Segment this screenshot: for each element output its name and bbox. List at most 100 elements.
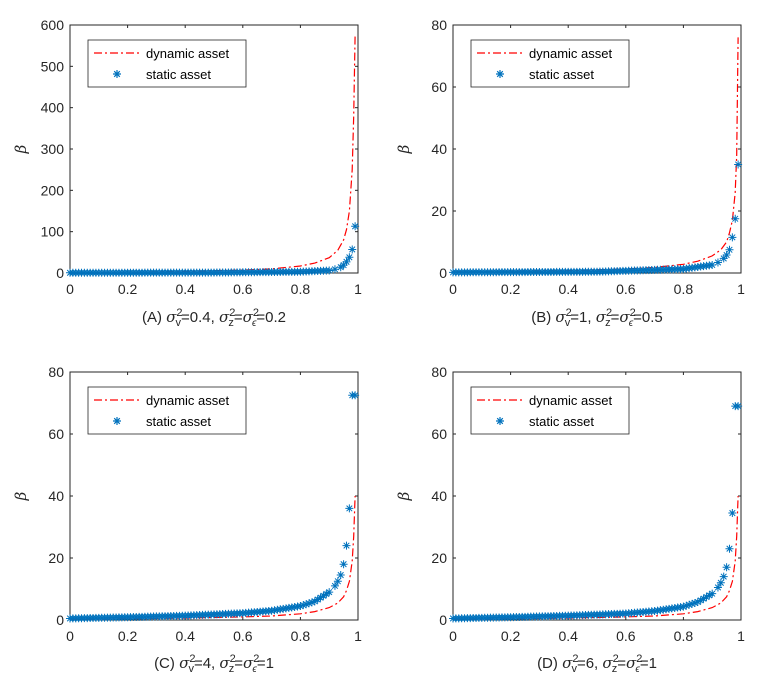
legend: dynamic asset static asset	[87, 39, 247, 88]
static-asset-point	[313, 595, 322, 604]
y-tick-label: 60	[431, 426, 447, 442]
static-asset-markers	[449, 160, 743, 277]
static-asset-markers	[66, 391, 360, 623]
static-asset-point	[682, 601, 691, 610]
static-asset-point	[345, 253, 354, 262]
static-asset-point	[685, 600, 694, 609]
static-asset-point	[322, 589, 331, 598]
x-tick-label: 0.4	[558, 628, 578, 644]
static-asset-point	[679, 602, 688, 611]
x-tick-label: 1	[737, 281, 745, 297]
legend-dynamic-label: dynamic asset	[146, 46, 229, 61]
static-asset-point	[728, 509, 737, 518]
panel-b: 0 0.2 0.4 0.6 0.8 1 0 20 40 60 80 β (B) σ2 v=1, σ2 z=σ…	[395, 17, 745, 329]
static-asset-point	[339, 261, 348, 270]
x-tick-label: 0.4	[558, 281, 578, 297]
x-tick-label: 0.8	[674, 628, 694, 644]
static-asset-point	[699, 594, 708, 603]
static-asset-point	[325, 266, 334, 275]
static-asset-point	[716, 578, 725, 587]
y-tick-label: 600	[41, 17, 65, 33]
x-tick-label: 0.2	[501, 281, 521, 297]
static-asset-point	[319, 591, 328, 600]
static-asset-point	[333, 577, 342, 586]
static-asset-point	[713, 258, 722, 267]
static-asset-point	[722, 563, 731, 572]
y-tick-label: 20	[431, 550, 447, 566]
static-asset-point	[705, 591, 714, 600]
x-tick-label: 0	[449, 281, 457, 297]
x-tick-label: 0.4	[175, 281, 195, 297]
x-tick-label: 1	[737, 628, 745, 644]
panel-d: 0 0.2 0.4 0.6 0.8 1 0 20 40 60 80 β (D) σ2 v=6, σ2 z=σ…	[395, 364, 745, 675]
legend-static-swatch	[496, 417, 504, 425]
legend: dynamic asset static asset	[470, 39, 630, 88]
x-tick-label: 1	[354, 628, 362, 644]
static-asset-point	[702, 592, 711, 601]
y-tick-label: 20	[431, 203, 447, 219]
dynamic-asset-line	[452, 495, 739, 620]
static-asset-point	[299, 601, 308, 610]
static-asset-point	[302, 600, 311, 609]
static-asset-point	[728, 233, 737, 242]
y-tick-label: 80	[431, 364, 447, 380]
static-asset-point	[330, 265, 339, 274]
legend-static-swatch	[113, 417, 121, 425]
y-tick-label: 300	[41, 141, 65, 157]
legend-static-swatch	[113, 70, 121, 78]
static-asset-point	[296, 602, 305, 611]
static-asset-point	[722, 251, 731, 260]
static-asset-point	[725, 544, 734, 553]
legend-dynamic-label: dynamic asset	[146, 393, 229, 408]
static-asset-point	[696, 596, 705, 605]
static-asset-point	[310, 597, 319, 606]
x-tick-label: 0	[66, 628, 74, 644]
static-asset-point	[316, 593, 325, 602]
x-tick-label: 0.8	[291, 628, 311, 644]
static-asset-point	[325, 588, 334, 597]
static-asset-point	[348, 245, 357, 254]
y-axis-label: β	[12, 144, 30, 154]
panel-caption: (C) σ2 v=4, σ2 z=σ2 ϵ=1	[154, 653, 274, 675]
y-axis-label: β	[395, 144, 413, 154]
y-tick-label: 500	[41, 58, 65, 74]
static-asset-point	[351, 391, 360, 400]
y-tick-label: 200	[41, 182, 65, 198]
y-axis-label: β	[395, 491, 413, 501]
x-tick-label: 0.2	[501, 628, 521, 644]
static-asset-point	[713, 583, 722, 592]
legend-box	[470, 386, 630, 435]
y-tick-label: 400	[41, 100, 65, 116]
y-tick-label: 0	[439, 265, 447, 281]
x-tick-label: 0	[66, 281, 74, 297]
static-asset-point	[342, 257, 351, 266]
x-tick-label: 0.2	[118, 628, 138, 644]
legend-static-label: static asset	[146, 414, 211, 429]
x-tick-label: 1	[354, 281, 362, 297]
legend-dynamic-label: dynamic asset	[529, 46, 612, 61]
static-asset-point	[688, 599, 697, 608]
static-asset-point	[708, 260, 717, 269]
y-tick-label: 60	[48, 426, 64, 442]
x-tick-label: 0.6	[233, 628, 253, 644]
y-tick-label: 0	[56, 612, 64, 628]
static-asset-point	[336, 571, 345, 580]
static-asset-point	[342, 541, 351, 550]
legend-box	[87, 39, 247, 88]
static-asset-point	[734, 402, 743, 411]
static-asset-point	[719, 572, 728, 581]
dynamic-asset-line	[69, 495, 356, 620]
static-asset-markers	[449, 402, 743, 623]
panel-c: 0 0.2 0.4 0.6 0.8 1 0 20 40 60 80 β (C) σ2 v=4, σ2 z=σ…	[12, 364, 362, 675]
x-tick-label: 0.8	[291, 281, 311, 297]
y-tick-label: 40	[48, 488, 64, 504]
panel-a: 0 0.2 0.4 0.6 0.8 1 0 100 200 300 400 500 600 β (A) σ2…	[12, 17, 362, 329]
y-tick-label: 60	[431, 79, 447, 95]
static-asset-point	[305, 599, 314, 608]
static-asset-point	[336, 263, 345, 272]
y-tick-label: 80	[48, 364, 64, 380]
y-tick-label: 40	[431, 141, 447, 157]
static-asset-point	[690, 598, 699, 607]
panel-caption: (B) σ2 v=1, σ2 z=σ2 ϵ=0.5	[531, 307, 663, 329]
